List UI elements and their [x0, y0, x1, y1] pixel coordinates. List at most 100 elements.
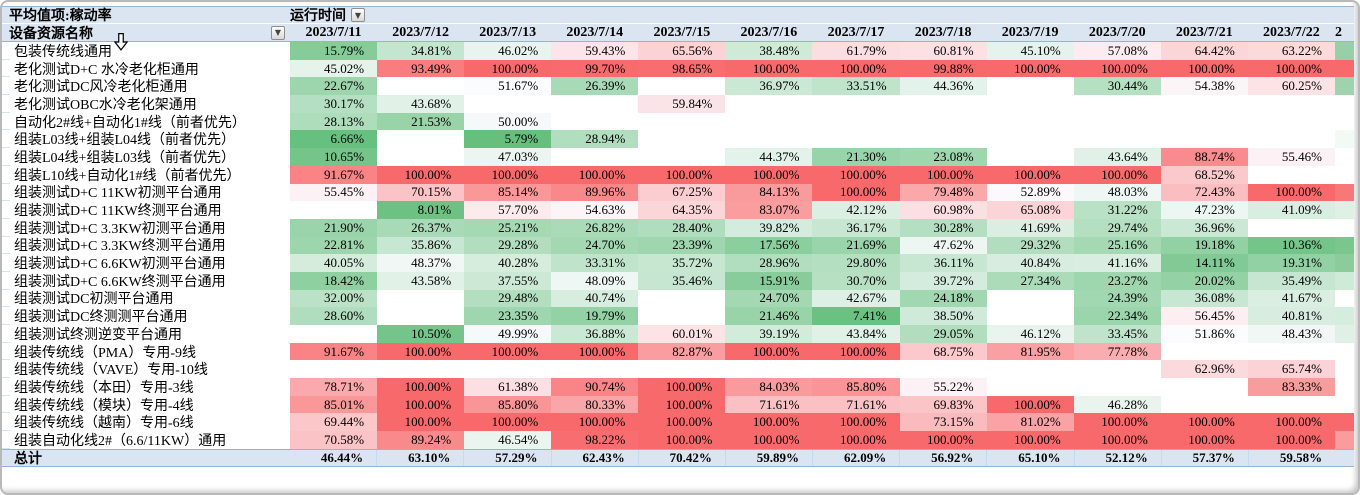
value-cell[interactable]: 23.35%: [464, 307, 552, 325]
value-cell[interactable]: 21.46%: [725, 307, 813, 325]
date-header[interactable]: 2023/7/15: [653, 24, 711, 40]
value-cell[interactable]: [1073, 95, 1161, 113]
row-label[interactable]: 老化测试DC风冷老化柜通用: [14, 80, 188, 96]
value-cell[interactable]: [1247, 112, 1335, 131]
value-cell[interactable]: [1073, 112, 1161, 131]
value-cell[interactable]: 100.00%: [1073, 59, 1161, 78]
value-cell[interactable]: [1160, 378, 1248, 396]
value-cell[interactable]: [1247, 342, 1335, 361]
value-cell[interactable]: 100.00%: [725, 165, 813, 184]
value-cell[interactable]: [725, 95, 813, 113]
value-cell[interactable]: [986, 130, 1074, 149]
value-cell[interactable]: 78.71%: [290, 378, 378, 396]
value-cell[interactable]: 48.09%: [551, 271, 639, 290]
value-cell[interactable]: 65.74%: [1247, 360, 1335, 379]
value-cell[interactable]: 23.27%: [1073, 271, 1161, 290]
date-header[interactable]: 2023/7/17: [827, 24, 885, 40]
grand-total-value-cell[interactable]: 57.37%: [1160, 449, 1248, 466]
value-cell[interactable]: 69.44%: [290, 413, 378, 432]
value-cell[interactable]: [1160, 112, 1248, 131]
value-cell[interactable]: 24.70%: [551, 236, 639, 255]
date-header[interactable]: 2023/7/12: [392, 24, 449, 40]
row-label[interactable]: 组装测试D+C 11KW初测平台通用: [14, 186, 222, 202]
value-cell[interactable]: 47.23%: [1160, 201, 1248, 219]
value-cell[interactable]: 28.60%: [290, 307, 378, 325]
value-cell[interactable]: 47.03%: [464, 148, 552, 166]
value-cell[interactable]: 70.15%: [377, 183, 465, 202]
row-label[interactable]: 老化测试OBC水冷老化架通用: [14, 97, 197, 113]
value-cell[interactable]: 57.08%: [1073, 42, 1161, 60]
value-cell[interactable]: 29.28%: [464, 236, 552, 255]
value-cell[interactable]: 100.00%: [377, 395, 465, 414]
value-cell[interactable]: [377, 148, 465, 166]
value-cell[interactable]: [986, 378, 1074, 396]
value-cell[interactable]: 100.00%: [812, 413, 900, 432]
value-cell[interactable]: 100.00%: [638, 165, 726, 184]
date-header[interactable]: 2023/7/19: [1001, 24, 1059, 40]
value-cell[interactable]: [377, 130, 465, 149]
value-cell[interactable]: [551, 148, 639, 166]
value-cell[interactable]: [812, 130, 900, 149]
value-cell[interactable]: 40.84%: [986, 254, 1074, 272]
row-field-label[interactable]: 设备资源名称: [9, 26, 93, 42]
value-cell[interactable]: 84.03%: [725, 378, 813, 396]
value-cell[interactable]: 100.00%: [551, 413, 639, 432]
value-cell[interactable]: [986, 77, 1074, 96]
date-header[interactable]: 2023/7/21: [1175, 24, 1233, 40]
value-cell[interactable]: 60.81%: [899, 42, 987, 60]
value-cell[interactable]: 39.82%: [725, 218, 813, 237]
value-cell[interactable]: [899, 95, 987, 113]
value-cell[interactable]: 100.00%: [1160, 59, 1248, 78]
value-cell[interactable]: 55.45%: [290, 183, 378, 202]
value-cell[interactable]: 25.21%: [464, 218, 552, 237]
value-cell[interactable]: 44.37%: [725, 148, 813, 166]
value-cell[interactable]: 65.08%: [986, 201, 1074, 219]
row-label[interactable]: 组装传统线（本田）专用-3线: [14, 380, 194, 396]
value-cell[interactable]: 100.00%: [377, 413, 465, 432]
grand-total-value-cell[interactable]: 46.44%: [320, 449, 364, 465]
value-cell[interactable]: 93.49%: [377, 59, 465, 78]
value-cell[interactable]: [290, 201, 378, 219]
value-cell[interactable]: 55.22%: [899, 378, 987, 396]
value-cell[interactable]: 68.75%: [899, 342, 987, 361]
value-cell[interactable]: 25.16%: [1073, 236, 1161, 255]
value-cell[interactable]: 100.00%: [1247, 183, 1335, 202]
value-cell[interactable]: 100.00%: [986, 165, 1074, 184]
value-cell[interactable]: 100.00%: [812, 59, 900, 78]
value-cell[interactable]: 36.96%: [1160, 218, 1248, 237]
value-cell[interactable]: 100.00%: [464, 413, 552, 432]
value-cell[interactable]: 26.37%: [377, 218, 465, 237]
value-cell[interactable]: 85.01%: [290, 395, 378, 414]
value-cell[interactable]: [1160, 395, 1248, 414]
value-cell[interactable]: 70.58%: [290, 431, 378, 449]
value-cell[interactable]: 28.94%: [551, 130, 639, 149]
value-cell[interactable]: 54.38%: [1160, 77, 1248, 96]
value-cell[interactable]: 34.81%: [377, 42, 465, 60]
value-cell[interactable]: [1073, 360, 1161, 379]
value-cell[interactable]: 61.79%: [812, 42, 900, 60]
value-cell[interactable]: 10.50%: [377, 325, 465, 343]
value-cell[interactable]: 28.96%: [725, 254, 813, 272]
value-cell[interactable]: 30.28%: [899, 218, 987, 237]
row-label[interactable]: 组装传统线（越南）专用-6线: [14, 416, 194, 432]
value-cell[interactable]: 63.22%: [1247, 42, 1335, 60]
value-cell[interactable]: 43.68%: [377, 95, 465, 113]
value-cell[interactable]: 29.05%: [899, 325, 987, 343]
row-field-filter-button[interactable]: ▼: [271, 25, 285, 40]
value-cell[interactable]: 68.52%: [1160, 165, 1248, 184]
value-cell[interactable]: [377, 289, 465, 308]
value-cell[interactable]: 21.30%: [812, 148, 900, 166]
value-cell[interactable]: [464, 360, 552, 379]
date-header[interactable]: 2023/7/18: [914, 24, 972, 40]
row-label[interactable]: 自动化2#线+自动化1#线（前者优先）: [14, 115, 246, 131]
value-cell[interactable]: 100.00%: [638, 378, 726, 396]
grand-total-value-cell[interactable]: 59.89%: [724, 449, 812, 466]
value-cell[interactable]: 36.97%: [725, 77, 813, 96]
value-cell[interactable]: 100.00%: [812, 165, 900, 184]
value-cell[interactable]: 45.02%: [290, 59, 378, 78]
row-label[interactable]: 组装传统线（PMA）专用-9线: [14, 345, 197, 361]
value-cell[interactable]: 35.46%: [638, 271, 726, 290]
value-cell[interactable]: 38.50%: [899, 307, 987, 325]
value-cell[interactable]: 26.39%: [551, 77, 639, 96]
value-cell[interactable]: 100.00%: [812, 431, 900, 449]
